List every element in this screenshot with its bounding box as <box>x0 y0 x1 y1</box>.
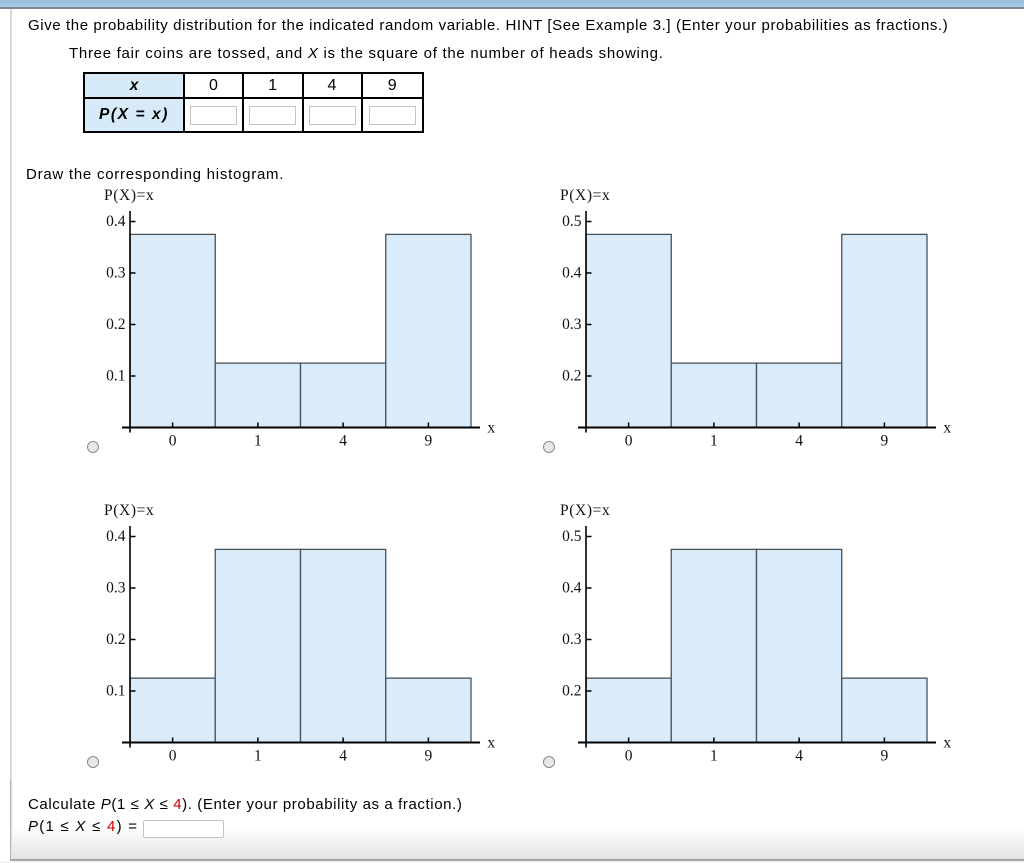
svg-text:9: 9 <box>425 433 433 450</box>
svg-text:0.5: 0.5 <box>562 213 582 230</box>
svg-text:9: 9 <box>425 748 433 765</box>
svg-text:P(X)=x: P(X)=x <box>560 187 610 204</box>
svg-text:0: 0 <box>169 748 177 765</box>
svg-text:0.1: 0.1 <box>106 683 125 700</box>
svg-text:0: 0 <box>625 433 633 450</box>
svg-text:0.3: 0.3 <box>106 580 126 597</box>
svg-text:0.5: 0.5 <box>562 528 582 545</box>
svg-text:0.2: 0.2 <box>562 683 581 700</box>
svg-text:0.3: 0.3 <box>562 316 582 333</box>
svg-text:4: 4 <box>795 433 803 450</box>
svg-text:0: 0 <box>169 433 177 450</box>
svg-text:0.4: 0.4 <box>106 528 126 545</box>
svg-text:1: 1 <box>710 433 718 450</box>
svg-text:0.3: 0.3 <box>106 265 126 282</box>
svg-text:4: 4 <box>795 748 803 765</box>
svg-text:0.4: 0.4 <box>562 580 582 597</box>
svg-text:1: 1 <box>254 748 262 765</box>
svg-text:0.2: 0.2 <box>562 368 581 385</box>
svg-text:4: 4 <box>339 433 347 450</box>
svg-text:0: 0 <box>625 748 633 765</box>
svg-text:0.2: 0.2 <box>106 631 125 648</box>
svg-text:x: x <box>943 420 951 437</box>
svg-text:9: 9 <box>881 433 889 450</box>
svg-text:P(X)=x: P(X)=x <box>560 502 610 519</box>
svg-text:0.3: 0.3 <box>562 631 582 648</box>
svg-text:x: x <box>487 735 495 752</box>
svg-text:0.1: 0.1 <box>106 368 125 385</box>
svg-text:0.4: 0.4 <box>106 213 126 230</box>
svg-text:9: 9 <box>881 748 889 765</box>
svg-text:4: 4 <box>339 748 347 765</box>
svg-text:x: x <box>487 420 495 437</box>
svg-text:x: x <box>943 735 951 752</box>
svg-text:0.4: 0.4 <box>562 265 582 282</box>
svg-text:P(X)=x: P(X)=x <box>104 187 154 204</box>
svg-text:P(X)=x: P(X)=x <box>104 502 154 519</box>
svg-text:1: 1 <box>710 748 718 765</box>
svg-text:1: 1 <box>254 433 262 450</box>
svg-text:0.2: 0.2 <box>106 316 125 333</box>
